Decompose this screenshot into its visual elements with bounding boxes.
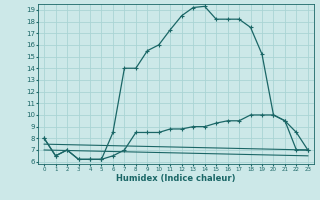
X-axis label: Humidex (Indice chaleur): Humidex (Indice chaleur) bbox=[116, 174, 236, 183]
